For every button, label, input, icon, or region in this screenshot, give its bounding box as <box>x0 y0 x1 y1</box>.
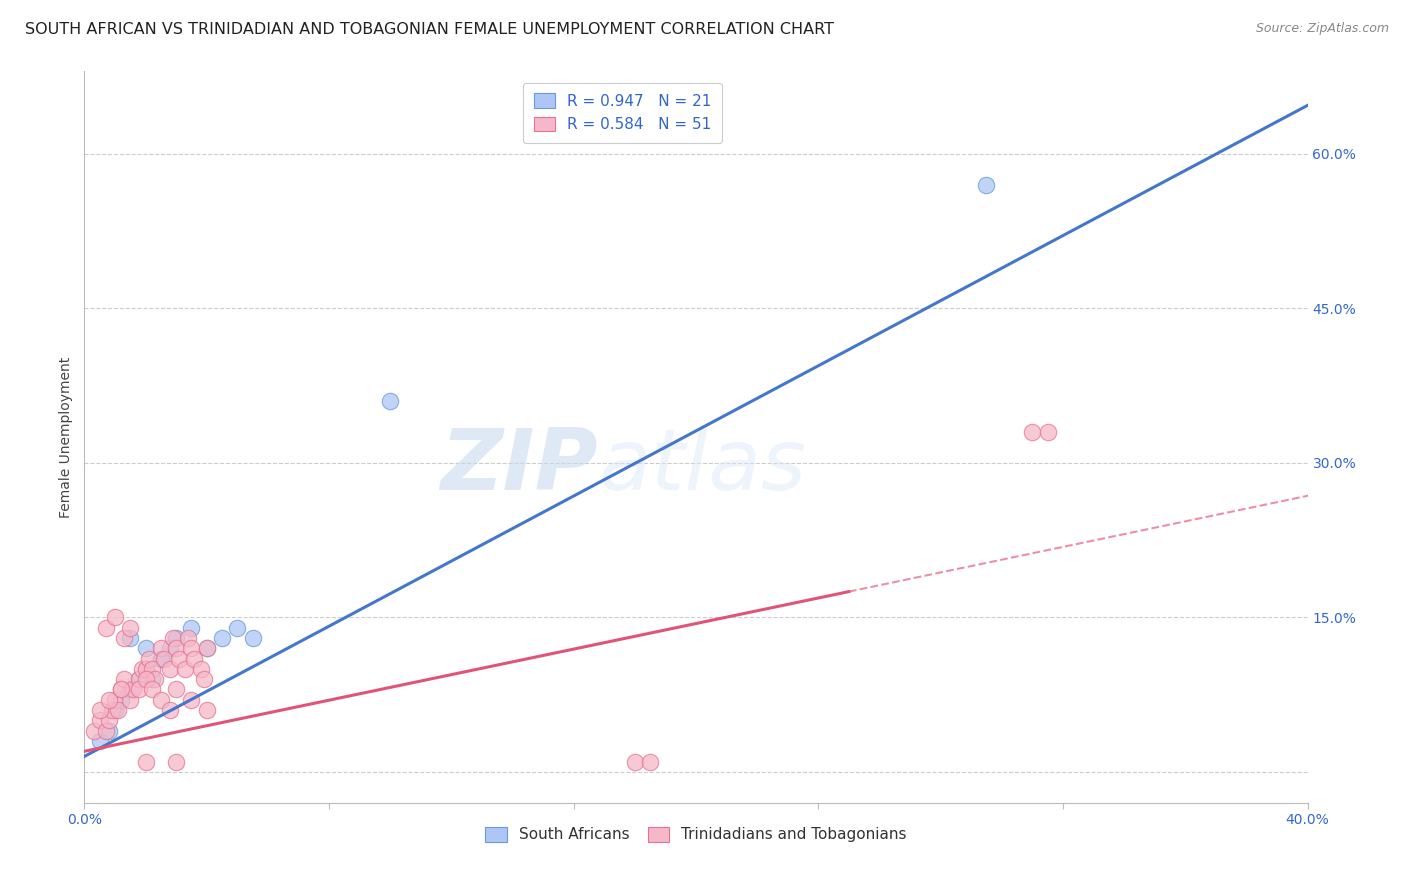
Point <box>83 723 105 738</box>
Text: atlas: atlas <box>598 425 806 508</box>
Point <box>110 682 132 697</box>
Point <box>162 631 184 645</box>
Point <box>165 631 187 645</box>
Point <box>107 703 129 717</box>
Point <box>195 641 218 656</box>
Point <box>97 723 120 738</box>
Point <box>190 662 212 676</box>
Point <box>89 714 111 728</box>
Text: ZIP: ZIP <box>440 425 598 508</box>
Point <box>128 682 150 697</box>
Point <box>183 651 205 665</box>
Point <box>94 621 117 635</box>
Point <box>149 651 172 665</box>
Point <box>195 703 218 717</box>
Point <box>120 682 142 697</box>
Point <box>138 651 160 665</box>
Point <box>112 672 135 686</box>
Point <box>110 693 132 707</box>
Point <box>135 662 157 676</box>
Point <box>135 755 157 769</box>
Legend: South Africans, Trinidadians and Tobagonians: South Africans, Trinidadians and Tobagon… <box>478 819 914 850</box>
Point <box>141 682 163 697</box>
Point <box>159 641 181 656</box>
Point <box>211 631 233 645</box>
Point <box>104 610 127 624</box>
Point <box>165 682 187 697</box>
Point <box>180 693 202 707</box>
Point <box>165 755 187 769</box>
Point <box>624 755 647 769</box>
Point <box>976 178 998 192</box>
Point <box>149 651 172 665</box>
Point <box>89 703 111 717</box>
Point <box>104 693 127 707</box>
Point <box>149 641 172 656</box>
Point <box>180 621 202 635</box>
Text: Source: ZipAtlas.com: Source: ZipAtlas.com <box>1256 22 1389 36</box>
Y-axis label: Female Unemployment: Female Unemployment <box>59 357 73 517</box>
Point <box>638 755 661 769</box>
Point <box>135 641 157 656</box>
Point <box>174 662 197 676</box>
Point <box>110 682 132 697</box>
Point <box>1021 425 1043 439</box>
Point <box>122 682 145 697</box>
Point <box>131 662 153 676</box>
Point <box>135 672 157 686</box>
Point <box>149 693 172 707</box>
Point <box>193 672 215 686</box>
Point <box>380 394 402 409</box>
Point <box>143 672 166 686</box>
Point <box>141 672 163 686</box>
Point <box>97 693 120 707</box>
Point <box>94 723 117 738</box>
Point <box>159 662 181 676</box>
Point <box>195 641 218 656</box>
Point <box>180 641 202 656</box>
Point <box>242 631 264 645</box>
Point <box>159 703 181 717</box>
Point <box>226 621 249 635</box>
Point <box>120 621 142 635</box>
Point <box>112 631 135 645</box>
Point <box>141 662 163 676</box>
Point <box>104 703 127 717</box>
Point <box>128 672 150 686</box>
Point <box>153 651 176 665</box>
Point <box>177 631 200 645</box>
Point <box>165 641 187 656</box>
Point <box>120 631 142 645</box>
Point <box>101 703 124 717</box>
Point <box>97 714 120 728</box>
Point <box>120 693 142 707</box>
Point <box>89 734 111 748</box>
Point <box>128 672 150 686</box>
Point <box>1036 425 1059 439</box>
Point <box>167 651 190 665</box>
Text: SOUTH AFRICAN VS TRINIDADIAN AND TOBAGONIAN FEMALE UNEMPLOYMENT CORRELATION CHAR: SOUTH AFRICAN VS TRINIDADIAN AND TOBAGON… <box>25 22 834 37</box>
Point <box>135 662 157 676</box>
